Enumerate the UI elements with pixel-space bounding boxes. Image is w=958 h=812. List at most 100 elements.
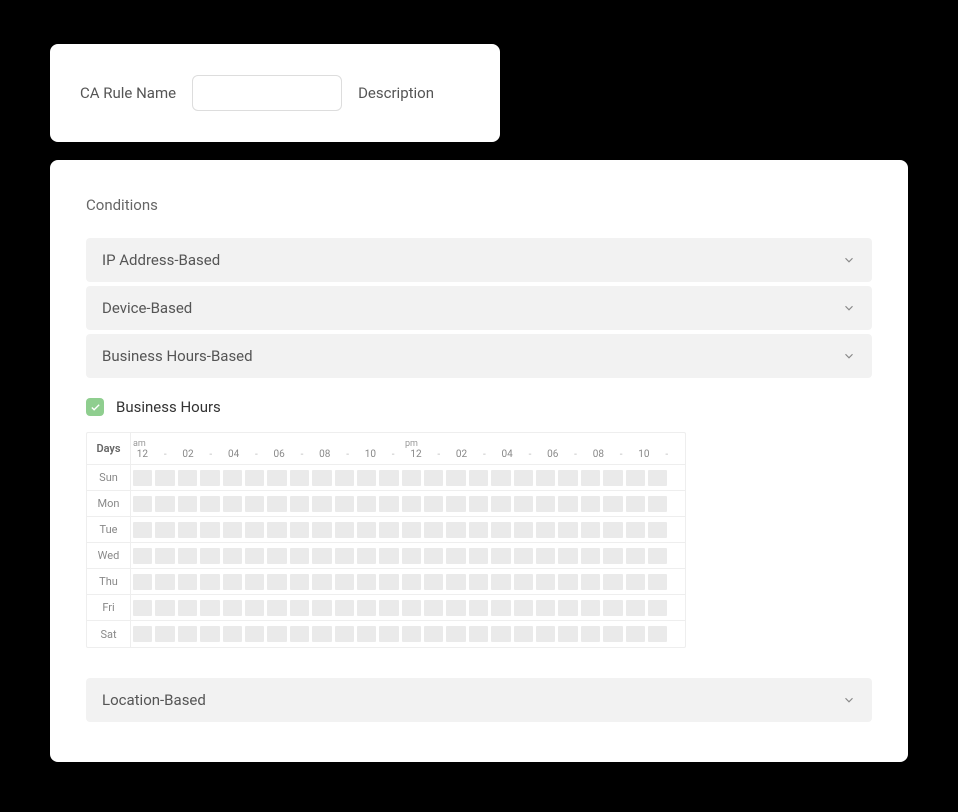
hour-slot[interactable] xyxy=(469,574,488,590)
hour-slot[interactable] xyxy=(357,574,376,590)
hour-slot[interactable] xyxy=(155,600,174,616)
hour-slot[interactable] xyxy=(155,548,174,564)
hour-slot[interactable] xyxy=(223,600,242,616)
hour-slot[interactable] xyxy=(626,522,645,538)
hour-slot[interactable] xyxy=(312,522,331,538)
hour-slot[interactable] xyxy=(335,470,354,486)
hour-slot[interactable] xyxy=(335,548,354,564)
hour-slot[interactable] xyxy=(155,522,174,538)
hour-slot[interactable] xyxy=(200,626,219,642)
hour-slot[interactable] xyxy=(558,600,577,616)
business-hours-checkbox[interactable] xyxy=(86,398,104,416)
hour-slot[interactable] xyxy=(379,496,398,512)
hour-slot[interactable] xyxy=(491,600,510,616)
hour-slot[interactable] xyxy=(581,470,600,486)
hour-slot[interactable] xyxy=(491,626,510,642)
hour-slot[interactable] xyxy=(558,522,577,538)
hour-slot[interactable] xyxy=(603,574,622,590)
hour-slot[interactable] xyxy=(245,470,264,486)
hour-slot[interactable] xyxy=(245,496,264,512)
hour-slot[interactable] xyxy=(402,522,421,538)
hour-slot[interactable] xyxy=(446,548,465,564)
hour-slot[interactable] xyxy=(469,626,488,642)
hour-slot[interactable] xyxy=(491,522,510,538)
hour-slot[interactable] xyxy=(267,470,286,486)
hour-slot[interactable] xyxy=(155,470,174,486)
hour-slot[interactable] xyxy=(357,600,376,616)
hour-slot[interactable] xyxy=(357,496,376,512)
hour-slot[interactable] xyxy=(491,470,510,486)
hour-slot[interactable] xyxy=(267,496,286,512)
hour-slot[interactable] xyxy=(581,600,600,616)
hour-slot[interactable] xyxy=(536,574,555,590)
hour-slot[interactable] xyxy=(536,470,555,486)
hour-slot[interactable] xyxy=(155,574,174,590)
hour-slot[interactable] xyxy=(290,470,309,486)
hour-slot[interactable] xyxy=(178,548,197,564)
hour-slot[interactable] xyxy=(626,626,645,642)
hour-slot[interactable] xyxy=(536,548,555,564)
hour-slot[interactable] xyxy=(245,574,264,590)
hour-slot[interactable] xyxy=(514,548,533,564)
hour-slot[interactable] xyxy=(290,574,309,590)
hour-slot[interactable] xyxy=(379,522,398,538)
hour-slot[interactable] xyxy=(223,522,242,538)
hour-slot[interactable] xyxy=(178,522,197,538)
hour-slot[interactable] xyxy=(424,470,443,486)
hour-slot[interactable] xyxy=(267,574,286,590)
hour-slot[interactable] xyxy=(200,548,219,564)
hour-slot[interactable] xyxy=(312,600,331,616)
hour-slot[interactable] xyxy=(648,548,667,564)
hour-slot[interactable] xyxy=(446,600,465,616)
hour-slot[interactable] xyxy=(424,626,443,642)
hour-slot[interactable] xyxy=(267,626,286,642)
hour-slot[interactable] xyxy=(626,574,645,590)
hour-slot[interactable] xyxy=(178,600,197,616)
hour-slot[interactable] xyxy=(178,470,197,486)
hour-slot[interactable] xyxy=(223,470,242,486)
hour-slot[interactable] xyxy=(469,600,488,616)
hour-slot[interactable] xyxy=(558,496,577,512)
hour-slot[interactable] xyxy=(603,522,622,538)
hour-slot[interactable] xyxy=(491,496,510,512)
hour-slot[interactable] xyxy=(491,574,510,590)
accordion-ip-address[interactable]: IP Address-Based xyxy=(86,238,872,282)
hour-slot[interactable] xyxy=(424,522,443,538)
hour-slot[interactable] xyxy=(558,626,577,642)
hour-slot[interactable] xyxy=(178,626,197,642)
hour-slot[interactable] xyxy=(290,626,309,642)
hour-slot[interactable] xyxy=(200,522,219,538)
hour-slot[interactable] xyxy=(267,600,286,616)
hour-slot[interactable] xyxy=(514,522,533,538)
hour-slot[interactable] xyxy=(648,522,667,538)
hour-slot[interactable] xyxy=(133,548,152,564)
accordion-device[interactable]: Device-Based xyxy=(86,286,872,330)
hour-slot[interactable] xyxy=(402,496,421,512)
hour-slot[interactable] xyxy=(603,496,622,512)
hour-slot[interactable] xyxy=(223,626,242,642)
hour-slot[interactable] xyxy=(402,626,421,642)
hour-slot[interactable] xyxy=(379,600,398,616)
hour-slot[interactable] xyxy=(446,496,465,512)
hour-slot[interactable] xyxy=(581,548,600,564)
hour-slot[interactable] xyxy=(133,574,152,590)
hour-slot[interactable] xyxy=(379,626,398,642)
hour-slot[interactable] xyxy=(536,626,555,642)
hour-slot[interactable] xyxy=(469,470,488,486)
hour-slot[interactable] xyxy=(424,548,443,564)
hour-slot[interactable] xyxy=(133,626,152,642)
hour-slot[interactable] xyxy=(603,600,622,616)
hour-slot[interactable] xyxy=(581,522,600,538)
hour-slot[interactable] xyxy=(133,600,152,616)
hour-slot[interactable] xyxy=(335,600,354,616)
hour-slot[interactable] xyxy=(200,470,219,486)
hour-slot[interactable] xyxy=(402,600,421,616)
hour-slot[interactable] xyxy=(469,496,488,512)
hour-slot[interactable] xyxy=(446,574,465,590)
hour-slot[interactable] xyxy=(514,626,533,642)
hour-slot[interactable] xyxy=(626,470,645,486)
hour-slot[interactable] xyxy=(178,496,197,512)
hour-slot[interactable] xyxy=(312,626,331,642)
hour-slot[interactable] xyxy=(223,496,242,512)
rule-name-input[interactable] xyxy=(192,75,342,111)
